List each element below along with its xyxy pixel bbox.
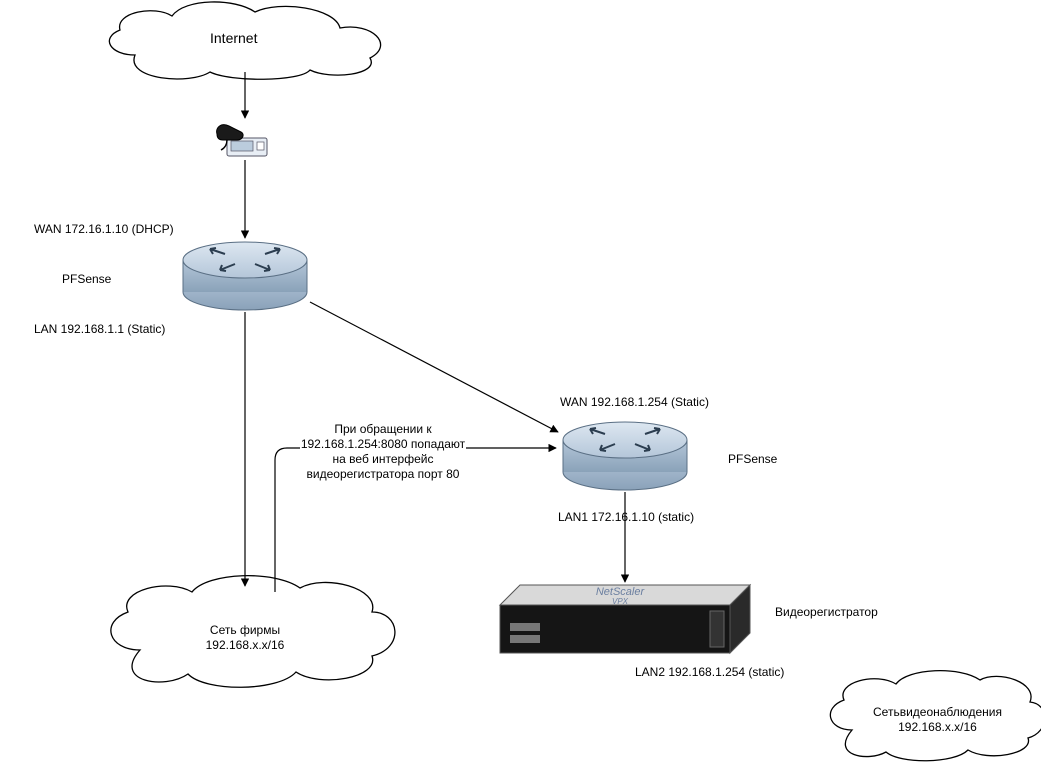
dvr-side-label: Видеорегистратор: [775, 605, 878, 620]
router1-wan-label: WAN 172.16.1.10 (DHCP): [34, 222, 174, 237]
dvr-below-label: LAN2 192.168.1.254 (static): [635, 665, 784, 680]
router2-wan-label: WAN 192.168.1.254 (Static): [560, 395, 709, 410]
diagram-svg: NetScaler VPX: [0, 0, 1041, 762]
router1-lan-label: LAN 192.168.1.1 (Static): [34, 322, 165, 337]
modem-icon: [217, 125, 267, 156]
router2-icon: [563, 422, 687, 490]
router1-name-label: PFSense: [62, 272, 111, 287]
router2-lan-label: LAN1 172.16.1.10 (static): [558, 510, 694, 525]
router2-name-label: PFSense: [728, 452, 777, 467]
company-net-label: Сеть фирмы 192.168.x.x/16: [175, 623, 315, 653]
note-text: При обращении к 192.168.1.254:8080 попад…: [300, 422, 466, 482]
dvr-brand-2: VPX: [612, 597, 629, 606]
internet-label: Internet: [210, 30, 257, 48]
dvr-icon: NetScaler VPX: [500, 585, 750, 653]
cctv-net-label: Сетьвидеонаблюдения 192.168.x.x/16: [865, 705, 1010, 735]
diagram-canvas: NetScaler VPX Internet WAN 172.16.1.10 (…: [0, 0, 1041, 762]
router1-icon: [183, 242, 307, 310]
